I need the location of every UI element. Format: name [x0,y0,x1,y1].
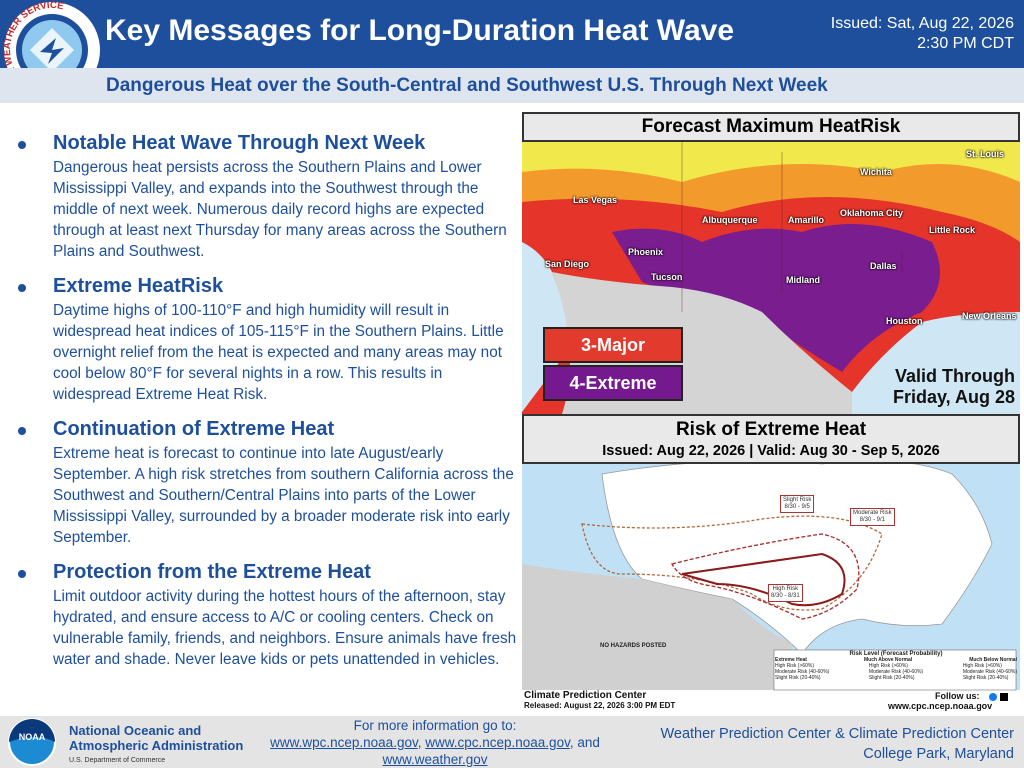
info: For more information go to: www.wpc.ncep… [250,717,620,768]
city: Phoenix [628,247,664,257]
message-heading: Extreme HeatRisk [53,275,224,297]
legend-entry: High Risk (>60%) [962,663,1002,669]
legend-entry: Moderate Risk (40-60%) [775,669,830,675]
legend-entry: Moderate Risk (40-60%) [962,669,1017,675]
centers: Weather Prediction Center & Climate Pred… [660,724,1014,764]
legend-column: Extreme Heat [775,657,807,663]
message-heading: Protection from the Extreme Heat [53,561,371,583]
info-title: For more information go to: [353,718,517,733]
message: Protection from the Extreme Heat Limit ou… [18,561,518,670]
footer [0,716,1024,768]
city: Wichita [860,167,892,177]
subtitle: Dangerous Heat over the South-Central an… [106,75,828,96]
link[interactable]: www.weather.gov [382,752,488,767]
city: Amarillo [788,215,825,225]
message-text: Extreme heat is forecast to continue int… [53,445,514,546]
legend-column: Much Above Normal [864,657,913,663]
link[interactable]: www.cpc.ncep.noaa.gov [425,735,570,750]
city: Houston [886,316,923,326]
message: Continuation of Extreme Heat Extreme heat… [18,418,518,548]
risk-issued: Issued: Aug 22, 2026 | Valid: Aug 30 - S… [602,443,940,459]
risk-source: Climate Prediction Center Released: Augus… [524,691,675,711]
legend-entry: High Risk (>60%) [868,663,908,669]
location: College Park, Maryland [863,746,1014,762]
map-title: Forecast Maximum HeatRisk [522,112,1020,142]
legend-major: 3-Major [543,327,683,363]
noaa-logo-text: NOAA [19,732,46,742]
header-bar [0,0,1024,68]
message-text: Limit outdoor activity during the hottes… [53,588,517,668]
city: San Diego [545,259,590,269]
risk-map [522,414,1020,714]
city: Albuquerque [702,215,758,225]
title: Key Messages for Long-Duration Heat Wave [105,14,735,47]
legend-entry: Slight Risk (20-40%) [868,675,915,681]
city: Las Vegas [573,195,618,205]
legend-entry: Slight Risk (20-40%) [775,675,821,681]
issued-date: Issued: Sat, Aug 22, 2026 [830,15,1014,32]
link[interactable]: www.wpc.ncep.noaa.gov [270,735,418,750]
city: Midland [786,275,820,285]
message: Extreme HeatRisk Daytime highs of 100-110… [18,275,518,405]
message-heading: Continuation of Extreme Heat [53,418,335,440]
agency-line: National Oceanic and [69,723,202,738]
source: Climate Prediction Center [524,690,647,701]
legend-title: Risk Level (Forecast Probability) [849,651,943,657]
legend-extreme: 4-Extreme [543,365,683,401]
risk-label-dates: 8/30 - 9/5 [784,504,810,510]
issued-time: 2:30 PM CDT [917,35,1014,52]
department: U.S. Department of Commerce [69,757,166,764]
follow: Follow us: [935,691,980,701]
city: Dallas [870,261,897,271]
city: Little Rock [929,225,976,235]
cpc-url: www.cpc.ncep.noaa.gov [888,701,993,711]
risk-label: High Risk 8/30 - 8/31 [768,584,803,602]
agency-line: Atmospheric Administration [69,738,244,753]
city: St. Louis [966,149,1004,159]
risk-label: Moderate Risk 8/30 - 9/1 [850,508,895,526]
issued: Issued: Sat, Aug 22, 2026 2:30 PM CDT [831,14,1014,54]
subtitle-bar [0,68,1024,103]
risk-legend: Risk Level (Forecast Probability) Extrem… [775,651,1017,681]
legend-column: Much Below Normal [969,657,1017,663]
city: New Orleans [962,311,1017,321]
risk-label-dates: 8/30 - 9/1 [859,517,886,523]
risk-label-name: High Risk [772,586,799,592]
risk-title: Risk of Extreme Heat [675,419,867,440]
city: Oklahoma City [840,208,904,218]
message-heading: Notable Heat Wave Through Next Week [53,132,426,154]
message-text: Dangerous heat persists across the South… [53,159,507,260]
noaa-logo: NOAA [8,718,56,766]
risk-label-dates: 8/30 - 8/31 [771,593,800,599]
legend-entry: High Risk (>60%) [775,663,815,669]
message: Notable Heat Wave Through Next Week Dange… [18,132,518,262]
risk-head: Risk of Extreme Heat Issued: Aug 22, 2026… [522,414,1020,464]
valid-through: Valid Through Friday, Aug 28 [870,366,1015,408]
valid-line: Friday, Aug 28 [892,387,1015,407]
risk-label: Slight Risk 8/30 - 9/5 [780,495,815,513]
message-text: Daytime highs of 100-110°F and high humi… [53,302,504,403]
and: and [577,735,600,750]
city: Tucson [651,272,683,282]
released: Released: August 22, 2026 3:00 PM EDT [524,701,676,710]
no-hazards: NO HAZARDS POSTED [600,643,667,649]
risk-label-name: Moderate Risk [853,510,892,516]
valid-line: Valid Through [895,366,1015,386]
agency: National Oceanic and Atmospheric Administ… [69,723,243,768]
legend-entry: Slight Risk (20-40%) [962,675,1009,681]
risk-label-name: Slight Risk [783,497,812,503]
centers-line: Weather Prediction Center & Climate Pred… [660,726,1014,742]
legend-entry: Moderate Risk (40-60%) [868,669,924,675]
